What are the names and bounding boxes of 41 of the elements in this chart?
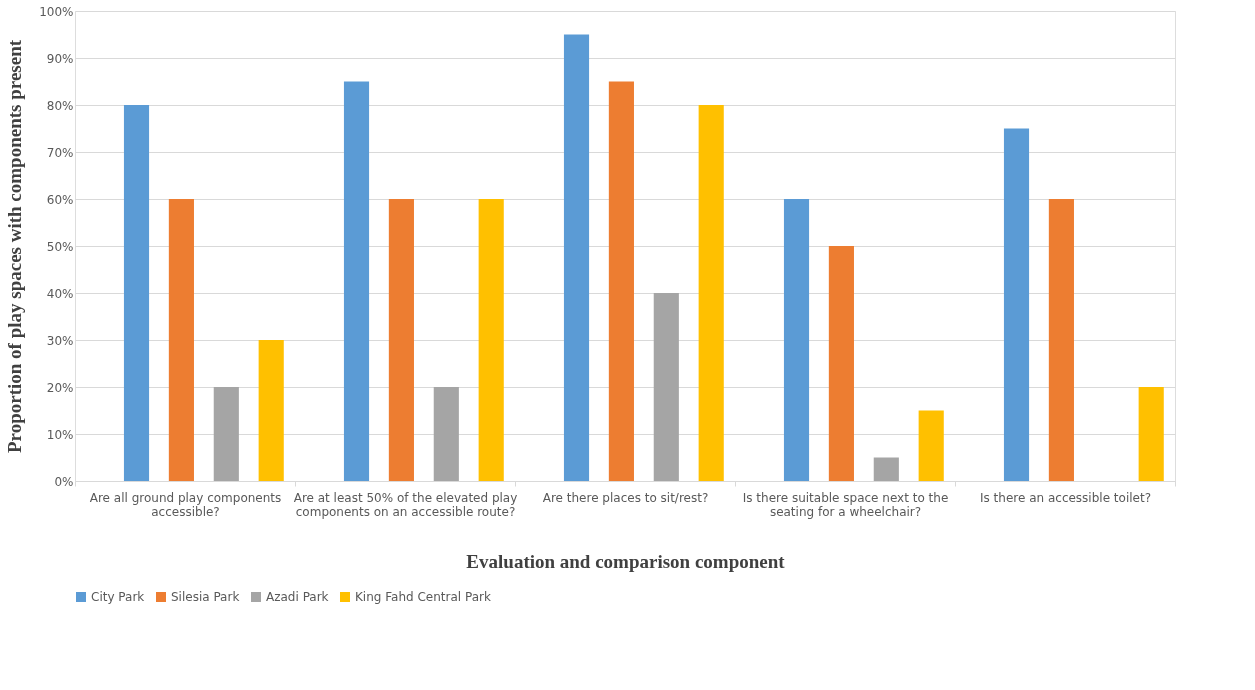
bar [343, 81, 370, 481]
bar [918, 410, 944, 481]
x-tick-label: Is there suitable space next to the seating for a wheelchair? [742, 490, 949, 519]
x-axis-title: Evaluation and comparison component [466, 550, 786, 572]
bar [168, 199, 194, 481]
y-tick-label: 40% [46, 286, 74, 301]
bar [563, 34, 590, 481]
y-tick-label: 30% [46, 333, 74, 348]
bar [828, 246, 854, 481]
y-tick-label: 90% [46, 51, 74, 66]
x-tick-label: Are there places to sit/rest? [542, 490, 709, 505]
y-axis-title: Proportion of play spaces with components present [4, 39, 26, 454]
y-tick-label: 20% [46, 380, 74, 395]
y-tick-label: 50% [46, 239, 74, 254]
bar [1138, 387, 1164, 481]
bar [213, 387, 239, 481]
legend-label: Silesia Park [171, 590, 240, 604]
x-tick-label: Are all ground play components accessible? [89, 490, 282, 519]
y-tick-label: 100% [39, 4, 74, 19]
bar [388, 199, 414, 481]
y-tick-label: 60% [46, 192, 74, 207]
y-tick-label: 10% [46, 427, 74, 442]
y-tick-label: 80% [46, 98, 74, 113]
y-tick-label: 0% [54, 474, 74, 489]
bar [783, 199, 810, 481]
bar [1048, 199, 1074, 481]
bar [873, 457, 899, 481]
y-tick-label: 70% [46, 145, 74, 160]
bar [608, 81, 634, 481]
x-tick-label: Is there an accessible toilet? [979, 490, 1152, 505]
bar [698, 105, 724, 481]
bar [258, 340, 284, 481]
bar [478, 199, 504, 481]
bar [653, 293, 679, 481]
legend-label: King Fahd Central Park [355, 590, 491, 604]
legend-label: Azadi Park [266, 590, 329, 604]
x-tick-label: Are at least 50% of the elevated play components on an accessible route? [293, 490, 518, 519]
bar [123, 105, 150, 481]
bar [433, 387, 459, 481]
bar [1003, 128, 1030, 481]
legend-label: City Park [91, 590, 145, 604]
